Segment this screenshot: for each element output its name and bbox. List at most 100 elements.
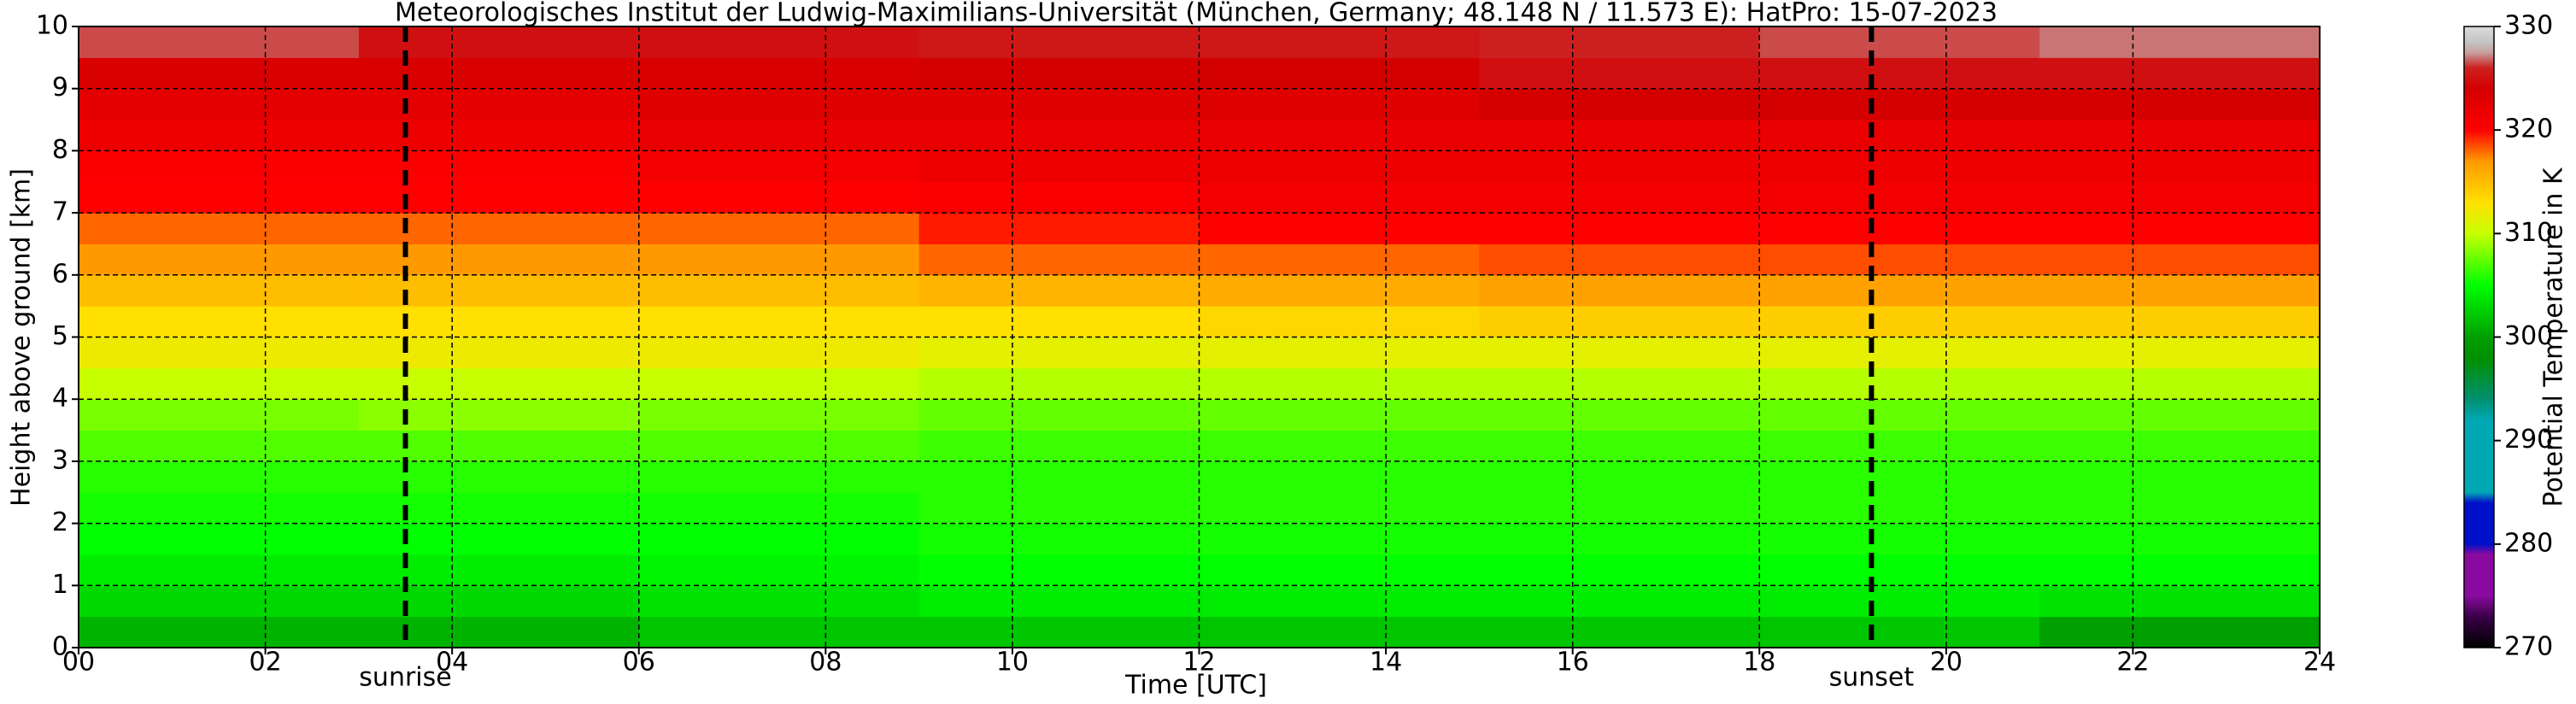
heatmap-cell — [1199, 26, 1480, 58]
heatmap-cell — [638, 243, 920, 276]
y-tick-label: 6 — [52, 259, 68, 289]
heatmap-cell — [638, 367, 920, 400]
heatmap-cell — [1759, 306, 2040, 337]
heatmap-cell — [918, 306, 1200, 337]
heatmap-cell — [1479, 150, 1760, 183]
heatmap-cell — [1759, 337, 2040, 369]
heatmap-cell — [1759, 367, 2040, 400]
heatmap-cell — [1199, 243, 1480, 276]
heatmap-cell — [358, 306, 640, 337]
colorbar-label: Potential Temperature in K — [2539, 167, 2569, 507]
heatmap-cell — [1479, 461, 1760, 493]
heatmap-cell — [1199, 585, 1480, 618]
plot-frame — [78, 26, 2321, 648]
chart-title: Meteorologisches Institut der Ludwig-Max… — [395, 0, 1998, 28]
y-tick-label: 3 — [52, 445, 68, 475]
heatmap-cell — [638, 461, 920, 493]
heatmap-cell — [2039, 399, 2321, 431]
x-tick-label: 08 — [809, 648, 842, 678]
heatmap-cell — [358, 399, 640, 431]
heatmap-cell — [1479, 181, 1760, 214]
heatmap-cell — [638, 492, 920, 525]
colorbar-tick-label: 320 — [2504, 114, 2553, 144]
heatmap-cell — [2039, 585, 2321, 618]
heatmap-cell — [2039, 243, 2321, 276]
heatmap-cell — [79, 274, 360, 307]
heatmap-cell — [1199, 554, 1480, 586]
x-tick-label: 18 — [1743, 648, 1775, 678]
heatmap-cell — [1479, 26, 1760, 58]
heatmap-cell — [2039, 554, 2321, 586]
y-tick-label: 7 — [52, 197, 68, 227]
x-tick-label: 24 — [2303, 648, 2336, 678]
heatmap-cell — [638, 213, 920, 244]
heatmap-cell — [638, 523, 920, 555]
heatmap-cell — [918, 88, 1200, 120]
x-tick-label: 02 — [249, 648, 281, 678]
heatmap-cell — [918, 213, 1200, 244]
heatmap-cell — [358, 461, 640, 493]
heatmap-cell — [1479, 367, 1760, 400]
heatmap-cell — [79, 461, 360, 493]
heatmap-cell — [638, 120, 920, 151]
heatmap-cell — [1759, 274, 2040, 307]
y-tick-label: 1 — [52, 570, 68, 600]
annotation-label: sunrise — [359, 663, 451, 693]
heatmap-cell — [1479, 492, 1760, 525]
heatmap-cell — [638, 430, 920, 462]
heatmap-cell — [79, 616, 360, 648]
x-tick-label: 20 — [1930, 648, 1963, 678]
heatmap-cell — [358, 367, 640, 400]
heatmap-cell — [1759, 88, 2040, 120]
heatmap-cell — [2039, 337, 2321, 369]
x-axis-label: Time [UTC] — [1124, 671, 1267, 701]
heatmap-cell — [358, 430, 640, 462]
heatmap-cell — [1199, 181, 1480, 214]
heatmap-cell — [2039, 492, 2321, 525]
x-tick-label: 10 — [996, 648, 1029, 678]
heatmap-cell — [2039, 523, 2321, 555]
x-tick-label: 12 — [1182, 648, 1215, 678]
heatmap-cell — [79, 243, 360, 276]
heatmap-cell — [79, 181, 360, 214]
heatmap-cell — [638, 88, 920, 120]
colorbar-tick-label: 280 — [2504, 528, 2553, 558]
y-tick-label: 9 — [52, 73, 68, 103]
heatmap-cell — [1479, 585, 1760, 618]
x-tick-label: 14 — [1370, 648, 1402, 678]
heatmap-cell — [1759, 399, 2040, 431]
heatmap-cell — [1759, 616, 2040, 648]
heatmap-cell — [1479, 120, 1760, 151]
heatmap-cell — [79, 554, 360, 586]
heatmap-cell — [918, 243, 1200, 276]
x-tick-label: 22 — [2116, 648, 2149, 678]
heatmap-cell — [1479, 337, 1760, 369]
heatmap-cell — [638, 57, 920, 90]
heatmap-cell — [79, 585, 360, 618]
heatmap-cell — [79, 367, 360, 400]
colorbar-tick-label: 290 — [2504, 425, 2553, 455]
heatmap-cell — [1759, 213, 2040, 244]
heatmap-cell — [2039, 461, 2321, 493]
heatmap-cell — [918, 585, 1200, 618]
heatmap-cell — [79, 88, 360, 120]
heatmap-cell — [1199, 274, 1480, 307]
heatmap-cell — [358, 88, 640, 120]
y-tick-label: 4 — [52, 384, 68, 414]
heatmap-cell — [1759, 57, 2040, 90]
y-tick-label: 2 — [52, 507, 68, 537]
colorbar-tick-label: 300 — [2504, 321, 2553, 351]
heatmap-cell — [638, 181, 920, 214]
heatmap-cell — [918, 26, 1200, 58]
heatmap-cell — [1479, 88, 1760, 120]
heatmap-cell — [1199, 57, 1480, 90]
heatmap-cell — [2039, 26, 2321, 58]
heatmap-cell — [358, 181, 640, 214]
colorbar-tick-label: 270 — [2504, 632, 2553, 662]
heatmap-cell — [1759, 430, 2040, 462]
colorbar — [2463, 26, 2495, 648]
heatmap-cell — [1199, 337, 1480, 369]
heatmap-cell — [918, 492, 1200, 525]
annotation-label: sunset — [1829, 663, 1915, 693]
x-tick-label: 06 — [623, 648, 655, 678]
